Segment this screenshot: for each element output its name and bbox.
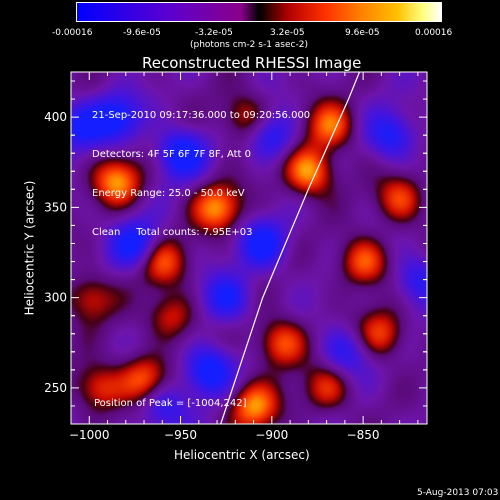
y-tick-label: 350 [44, 200, 67, 214]
peak-position-label: Position of Peak = [-1004,242] [94, 398, 247, 409]
date-stamp: 5-Aug-2013 07:03 [417, 488, 499, 498]
info-time-range: 21-Sep-2010 09:17:36.000 to 09:20:56.000 [92, 110, 311, 121]
plot-frame [70, 71, 428, 425]
x-axis-label: Heliocentric X (arcsec) [174, 448, 310, 462]
y-tick-label: 300 [44, 291, 67, 305]
solar-limb-curve [220, 71, 361, 425]
colorbar-tick-label: 9.6e-05 [345, 28, 380, 38]
y-axis-label: Heliocentric Y (arcsec) [22, 180, 37, 316]
colorbar-tick-label: -3.2e-05 [195, 28, 233, 38]
colorbar-tick-label: 3.2e-05 [270, 28, 305, 38]
info-energy-range: Energy Range: 25.0 - 50.0 keV [92, 188, 245, 199]
x-tick-label: −900 [255, 428, 288, 442]
y-tick-label: 250 [44, 381, 67, 395]
x-tick-label: −1000 [69, 428, 110, 442]
colorbar [76, 2, 442, 22]
colorbar-tick-label: -9.6e-05 [123, 28, 161, 38]
chart-title: Reconstructed RHESSI Image [142, 54, 362, 72]
colorbar-units: (photons cm-2 s-1 asec-2) [190, 40, 308, 50]
heatmap-image [71, 72, 427, 424]
info-detectors: Detectors: 4F 5F 6F 7F 8F, Att 0 [92, 149, 252, 160]
colorbar-tick-label: -0.00016 [52, 28, 93, 38]
x-tick-label: −850 [347, 428, 380, 442]
colorbar-tick-label: 0.00016 [415, 28, 453, 38]
y-tick-label: 400 [44, 110, 67, 124]
x-tick-label: −950 [164, 428, 197, 442]
observation-info: 21-Sep-2010 09:17:36.000 to 09:20:56.000… [92, 83, 310, 252]
info-clean-counts: Clean Total counts: 7.95E+03 [92, 227, 253, 238]
